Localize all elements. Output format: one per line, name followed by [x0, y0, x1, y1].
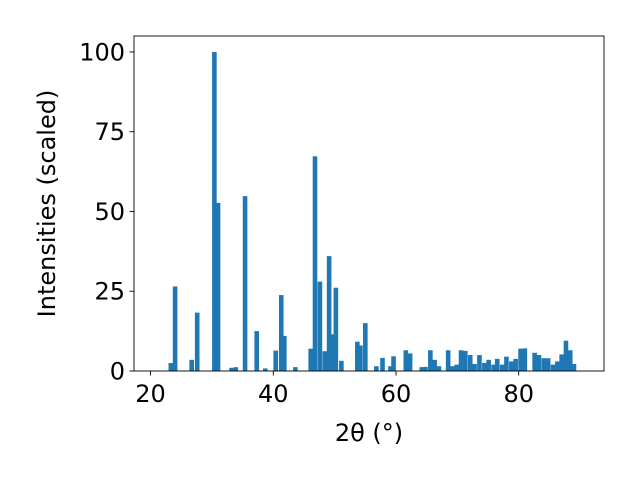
y-axis-label: Intensities (scaled): [33, 90, 61, 318]
bar-18: [322, 351, 328, 371]
bar-42: [467, 355, 473, 371]
bar-19: [326, 256, 332, 371]
bar-31: [407, 353, 413, 371]
x-axis-label: 2θ (°): [335, 419, 403, 447]
bar-50: [504, 356, 509, 371]
bar-24: [358, 345, 363, 371]
bar-8: [242, 196, 248, 371]
bar-6: [229, 367, 234, 371]
y-tick-label-0: 0: [110, 358, 125, 386]
bar-21: [333, 287, 339, 371]
bar-29: [391, 356, 396, 371]
bar-34: [428, 350, 433, 371]
bar-32: [419, 367, 425, 371]
bar-15: [308, 348, 314, 371]
bar-41: [463, 350, 468, 371]
bar-59: [550, 364, 556, 371]
bar-2: [189, 359, 194, 371]
bar-16: [312, 156, 318, 371]
bar-12: [278, 295, 284, 371]
bar-54: [522, 348, 528, 371]
bar-9: [254, 331, 260, 371]
bar-53: [518, 348, 523, 371]
bar-48: [494, 358, 500, 371]
bar-4: [212, 51, 217, 371]
bar-23: [355, 341, 360, 371]
x-tick-label-3: 80: [503, 380, 534, 408]
x-tick-label-1: 40: [258, 380, 289, 408]
bar-63: [567, 350, 573, 371]
bar-3: [194, 312, 200, 371]
y-axis-ticks: 0 25 50 75 100: [79, 38, 134, 386]
bar-49: [499, 364, 505, 371]
bar-37: [445, 350, 451, 371]
x-axis-ticks: 20 40 60 80: [135, 371, 534, 408]
x-tick-label-0: 20: [135, 380, 166, 408]
bar-39: [454, 364, 460, 371]
bar-20: [329, 334, 334, 371]
bar-40: [458, 350, 464, 371]
bar-57: [541, 358, 547, 371]
bar-14: [293, 367, 298, 371]
bar-7: [233, 367, 239, 371]
bar-10: [263, 368, 268, 371]
bar-58: [545, 358, 551, 371]
bar-62: [563, 340, 569, 371]
bar-36: [436, 366, 442, 371]
y-tick-label-4: 100: [79, 38, 125, 66]
bar-35: [432, 359, 437, 371]
bar-60: [555, 361, 560, 371]
bar-0: [168, 363, 174, 371]
bar-33: [423, 366, 428, 371]
bar-25: [363, 323, 368, 371]
bar-52: [513, 358, 518, 371]
bar-30: [403, 350, 409, 371]
bar-17: [317, 281, 323, 371]
bar-11: [273, 350, 279, 371]
bar-26: [374, 366, 379, 371]
x-tick-label-2: 60: [381, 380, 412, 408]
bar-45: [482, 363, 487, 371]
y-tick-label-1: 25: [94, 278, 125, 306]
plot-frame: [133, 35, 605, 372]
bar-43: [472, 363, 477, 371]
bar-55: [532, 352, 537, 371]
bar-46: [486, 359, 491, 371]
y-tick-label-3: 75: [94, 118, 125, 146]
bars-layer: [168, 51, 577, 371]
bar-27: [380, 357, 385, 371]
bar-61: [559, 354, 564, 371]
bar-38: [450, 366, 455, 371]
bar-44: [477, 355, 482, 371]
bar-64: [571, 363, 577, 371]
y-tick-label-2: 50: [94, 198, 125, 226]
bar-13: [282, 335, 287, 371]
bar-47: [491, 364, 496, 371]
bar-5: [215, 202, 221, 371]
bar-28: [388, 366, 393, 371]
bar-56: [536, 355, 542, 371]
bar-1: [172, 286, 178, 371]
bar-51: [509, 361, 514, 371]
bar-22: [339, 360, 344, 371]
